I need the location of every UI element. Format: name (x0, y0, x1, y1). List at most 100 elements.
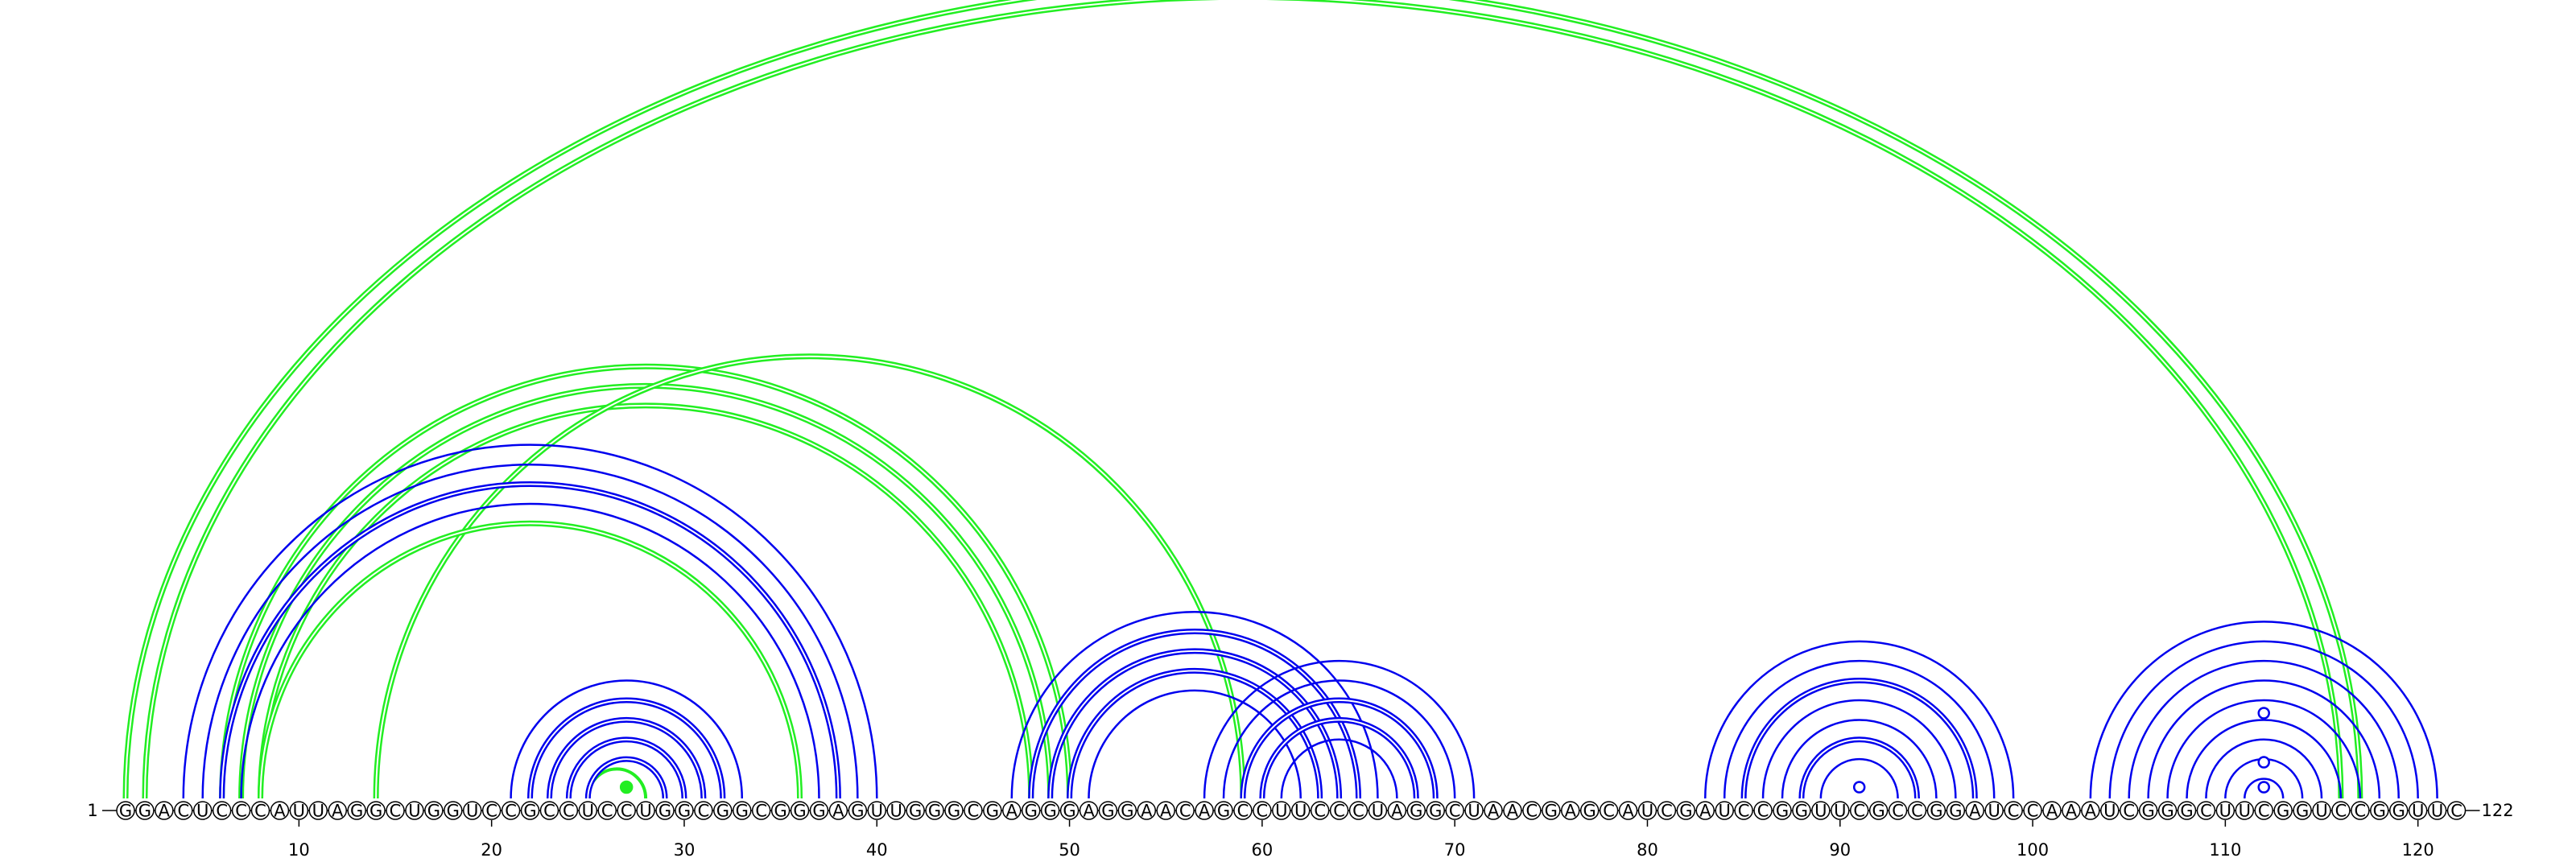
nucleotide-circle (964, 801, 983, 820)
nucleotide-letter: A (1141, 802, 1153, 821)
tick-label-100: 100 (2017, 840, 2049, 858)
arc-25-29-gap (587, 758, 667, 799)
marker-ring (2257, 781, 2270, 794)
nucleotide: C (2254, 801, 2273, 821)
arc-23-31-gap (548, 719, 704, 799)
nucleotide: C (1907, 801, 1927, 821)
nucleotide-circle (2427, 801, 2447, 820)
nucleotide-circle (2062, 801, 2081, 820)
nucleotide: C (481, 801, 502, 821)
nucleotide: G (1117, 801, 1137, 821)
nucleotide-letter: G (427, 802, 440, 821)
nucleotide-circle (1348, 801, 1368, 820)
nucleotide: C (174, 801, 193, 821)
nucleotide-letter: G (2180, 802, 2193, 821)
nucleotide-letter: U (2219, 802, 2231, 821)
tick-label-90: 90 (1829, 840, 1851, 858)
nucleotide: G (2157, 801, 2178, 821)
nucleotide-letter: G (851, 802, 864, 821)
arc-8-36 (258, 520, 803, 799)
end-label: 122 (2481, 801, 2513, 820)
nucleotide: C (539, 801, 559, 821)
nucleotide-letter: U (1294, 802, 1307, 821)
nucleotide-circle (2004, 801, 2023, 820)
nucleotide-letter: C (1179, 802, 1191, 821)
nucleotide: C (1522, 801, 1542, 821)
nucleotide-circle (1329, 801, 1349, 820)
nucleotide-circle (462, 801, 482, 820)
nucleotide: G (1926, 801, 1946, 821)
nucleotide-letter: G (658, 802, 671, 821)
nucleotide-letter: G (947, 802, 960, 821)
arc-1-117-gap (125, 0, 2361, 799)
nucleotide: A (1079, 801, 1099, 821)
nucleotide-circle (192, 801, 213, 820)
nucleotide-circle (2351, 801, 2370, 820)
nucleotide: U (1637, 801, 1657, 821)
nucleotide-letter: G (1583, 802, 1596, 821)
nucleotide-circle (1484, 801, 1503, 820)
arc-59-69-gap (1241, 699, 1437, 799)
nucleotide-circle (1137, 801, 1157, 820)
nucleotide-circle (2446, 801, 2467, 820)
nucleotide-circle (1464, 801, 1484, 820)
nucleotide-circle (231, 801, 251, 820)
nucleotide: C (597, 801, 617, 821)
nucleotide-letter: G (1872, 802, 1885, 821)
nucleotide-letter: C (1911, 802, 1923, 821)
arc-104-120 (2108, 640, 2419, 799)
nucleotide: A (1002, 801, 1022, 821)
nucleotide: G (906, 801, 925, 821)
nucleotide: C (1253, 801, 1272, 821)
nucleotide-circle (1002, 801, 1022, 820)
nucleotide-letter: C (1603, 802, 1615, 821)
nucleotide-circle (2254, 801, 2273, 820)
arc-60-68-gap (1261, 719, 1418, 799)
nucleotide-letter: U (582, 802, 594, 821)
nucleotide-letter: G (447, 802, 460, 821)
nucleotide: U (2312, 801, 2331, 821)
nucleotide: C (559, 801, 579, 821)
marker-ring (1852, 781, 1866, 794)
nucleotide-letter: G (2296, 802, 2309, 821)
nucleotide-circle (1040, 801, 1060, 820)
nucleotide: U (405, 801, 424, 821)
nucleotide: G (1406, 801, 1426, 821)
nucleotide-letter: C (2123, 802, 2135, 821)
nucleotide-letter: U (890, 802, 902, 821)
nucleotide-circle (2235, 801, 2255, 820)
nucleotide: C (1849, 801, 1869, 821)
nucleotide-letter: C (2355, 802, 2367, 821)
nucleotide-circle (1021, 801, 1041, 820)
arc-111-113 (2244, 778, 2285, 799)
arc-107-117 (2166, 699, 2362, 799)
arc-108-116 (2186, 719, 2343, 799)
arc-85-97-gap (1743, 679, 1976, 799)
nucleotide: U (578, 801, 598, 821)
nucleotide: G (809, 801, 829, 821)
nucleotide-letter: C (968, 802, 980, 821)
nucleotide-circle (212, 801, 232, 820)
nucleotide-letter: C (1738, 802, 1750, 821)
nucleotide-circle (1542, 801, 1561, 820)
nucleotide-letter: G (1217, 802, 1230, 821)
arc-7-37 (240, 502, 820, 799)
nucleotide-letter: G (1545, 802, 1558, 821)
nucleotide-letter: U (293, 802, 305, 821)
nucleotide-letter: A (2046, 802, 2058, 821)
nucleotide: G (2293, 801, 2312, 821)
tick-label-10: 10 (288, 840, 310, 858)
nucleotide: G (1040, 801, 1060, 821)
nucleotide-circle (1059, 801, 1080, 820)
nucleotide-circle (2138, 801, 2158, 820)
nucleotide: G (983, 801, 1002, 821)
tick-label-110: 110 (2209, 840, 2241, 858)
nucleotide-circle (481, 801, 502, 820)
nucleotide-letter: A (159, 802, 171, 821)
nucleotide: C (231, 801, 251, 821)
arc-49-64-gap (1049, 650, 1340, 799)
nucleotide-letter: A (1488, 802, 1500, 821)
nucleotide: C (2196, 801, 2216, 821)
nucleotide: A (2062, 801, 2081, 821)
nucleotide-circle (2042, 801, 2062, 820)
